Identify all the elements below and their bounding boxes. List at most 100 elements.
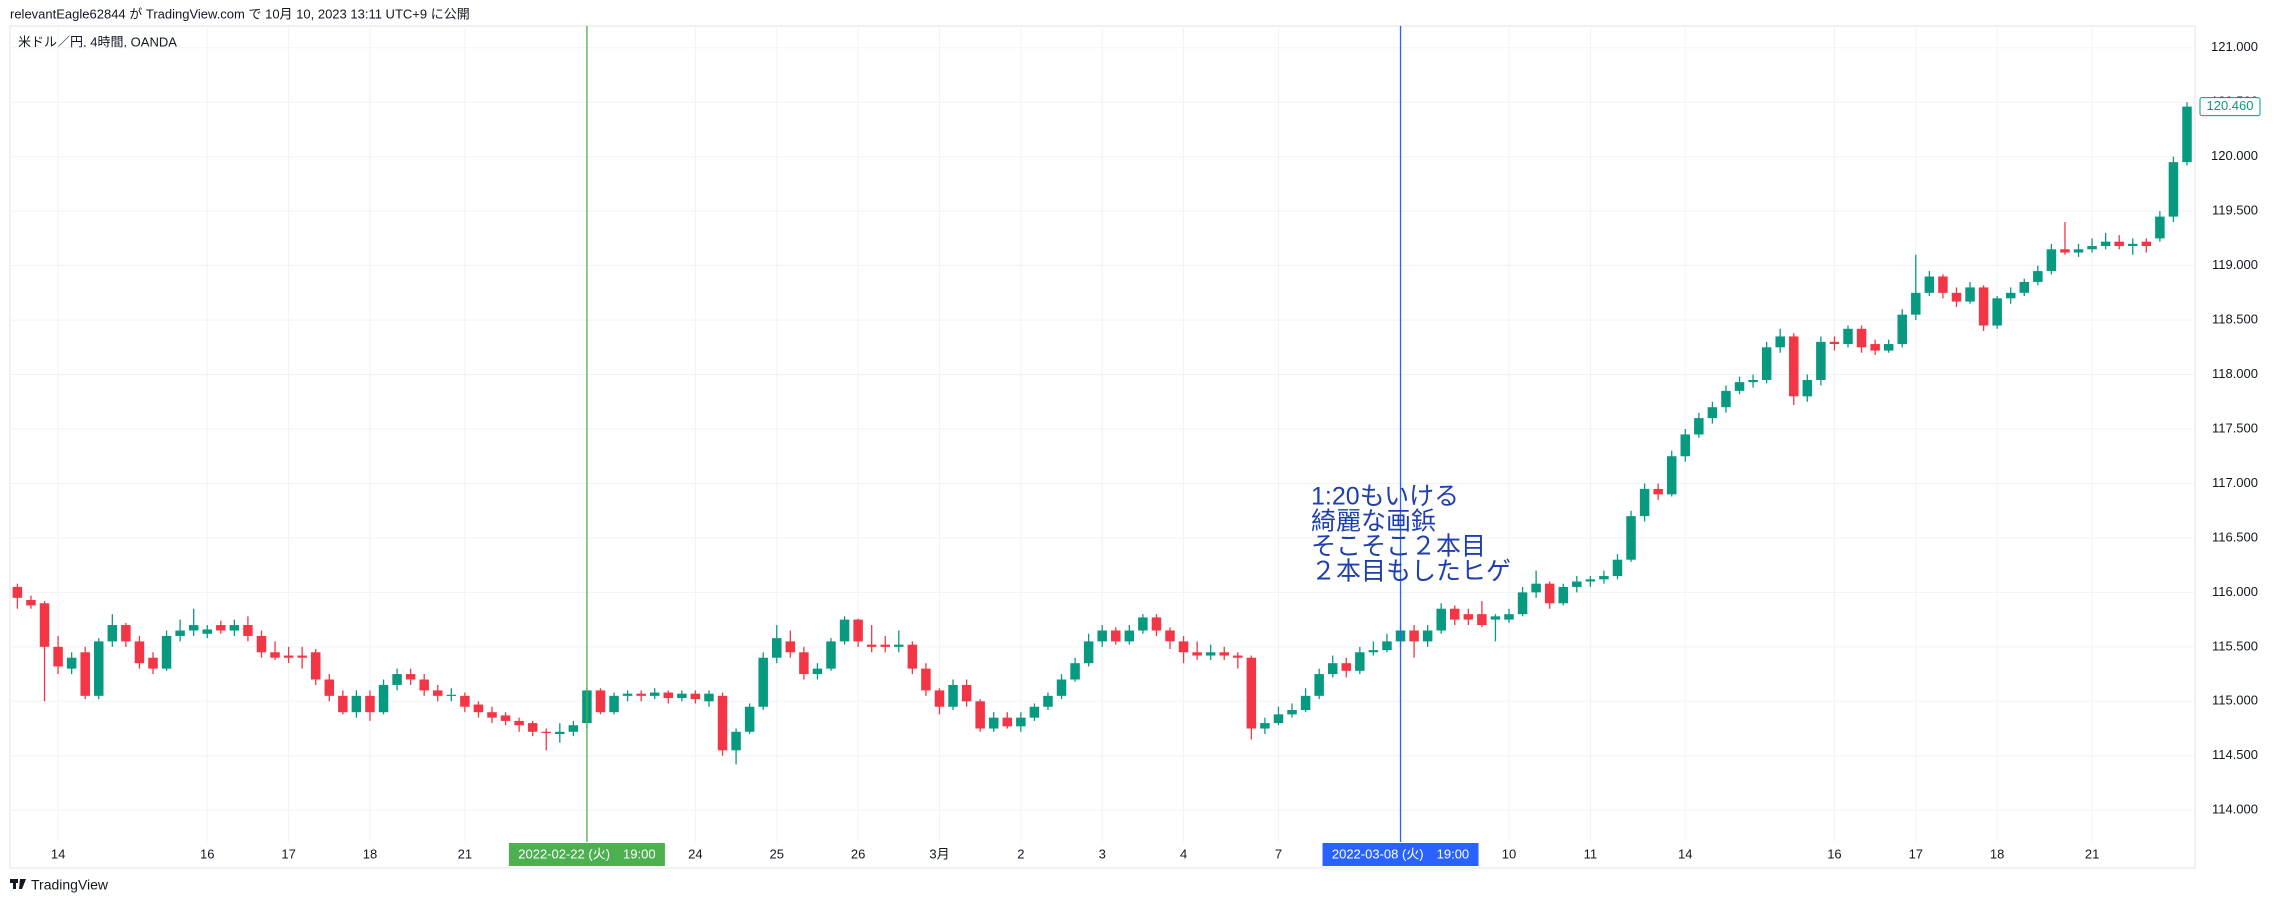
marker-label-bg	[1322, 843, 1479, 866]
candle-body	[365, 695, 375, 713]
candle-body	[297, 655, 307, 658]
candle-body	[1341, 663, 1352, 671]
logo: TradingView	[10, 877, 109, 893]
candle-body	[433, 690, 443, 696]
candle-body	[839, 619, 850, 642]
y-tick-label: 119.500	[2212, 203, 2258, 218]
candle-body	[202, 629, 212, 634]
candle-body	[1938, 276, 1948, 293]
candle-body	[1843, 328, 1853, 345]
candle-body	[1856, 328, 1867, 348]
candle-body	[1761, 347, 1772, 380]
candle-body	[1829, 341, 1840, 345]
candle-body	[744, 706, 755, 732]
candle-body	[80, 652, 90, 696]
candle-body	[229, 625, 240, 631]
candle-body	[1531, 583, 1541, 593]
candle-body	[1016, 717, 1026, 727]
y-tick-label: 120.000	[2211, 148, 2258, 163]
candle-body	[1219, 652, 1229, 656]
candle-body	[39, 603, 50, 647]
candle-body	[961, 684, 972, 702]
candle-body	[1355, 652, 1365, 671]
y-tick-label: 118.500	[2212, 312, 2258, 327]
candle-body	[731, 731, 741, 751]
candle-body	[53, 646, 63, 667]
y-tick-label: 119.000	[2212, 257, 2258, 272]
publish-info: relevantEagle62844 が TradingView.com で 1…	[10, 6, 470, 21]
marker-label: 2022-02-22 (火) 19:00	[518, 846, 655, 861]
y-tick-label: 118.000	[2212, 366, 2258, 381]
candle-body	[1260, 723, 1270, 729]
candle-body	[1626, 516, 1636, 560]
candle-body	[1043, 695, 1053, 707]
candle-body	[1287, 710, 1297, 715]
x-tick-label: 7	[1275, 846, 1282, 861]
candle-body	[1707, 407, 1718, 419]
candle-body	[1951, 292, 1962, 302]
candle-body	[1070, 663, 1080, 680]
candle-body	[378, 684, 389, 713]
candle-body	[2168, 162, 2179, 217]
candle-body	[758, 657, 768, 707]
candle-body	[514, 720, 524, 726]
y-tick-label: 116.500	[2212, 529, 2258, 544]
x-tick-label: 14	[51, 846, 65, 861]
candle-body	[405, 674, 416, 680]
candle-body	[1097, 630, 1107, 642]
candle-body	[772, 638, 782, 658]
candle-body	[1612, 559, 1623, 577]
candle-body	[704, 693, 714, 702]
x-tick-label: 16	[1827, 846, 1841, 861]
x-tick-label: 2	[1017, 846, 1024, 861]
candle-body	[66, 657, 77, 669]
candle-body	[270, 652, 280, 658]
candle-body	[1178, 641, 1189, 653]
candle-body	[1246, 657, 1257, 729]
annotation-text: そこそこ２本目	[1311, 533, 1486, 561]
candle-body	[2128, 243, 2138, 247]
candle-body	[324, 679, 335, 696]
candle-body	[1558, 586, 1568, 604]
candle-body	[948, 684, 958, 707]
candle-body	[473, 704, 484, 713]
candle-body	[1572, 581, 1582, 587]
candle-body	[1314, 674, 1324, 696]
candle-body	[1653, 488, 1663, 495]
candle-body	[663, 692, 674, 699]
candle-body	[1802, 379, 1813, 397]
y-tick-label: 114.000	[2212, 802, 2258, 817]
candle-body	[1111, 630, 1121, 642]
candle-body	[717, 695, 728, 751]
candle-body	[1151, 617, 1162, 631]
y-tick-label: 116.000	[2212, 584, 2258, 599]
candle-body	[1436, 608, 1446, 631]
candle-body	[310, 652, 321, 680]
candle-body	[1450, 608, 1460, 620]
candle-body	[555, 731, 565, 734]
candle-body	[1138, 617, 1148, 631]
candle-body	[1083, 641, 1094, 664]
marker-label: 2022-03-08 (火) 19:00	[1332, 846, 1469, 861]
x-tick-label: 21	[2085, 846, 2099, 861]
candle-body	[826, 641, 836, 669]
candle-body	[1192, 652, 1202, 656]
candle-body	[487, 712, 497, 718]
candle-body	[2019, 281, 2030, 293]
candle-body	[1544, 583, 1555, 604]
candle-body	[541, 731, 551, 733]
candle-body	[1599, 576, 1609, 580]
candle-body	[1816, 341, 1826, 380]
x-tick-label: 11	[1584, 846, 1598, 861]
candle-body	[2114, 241, 2124, 247]
candle-body	[161, 635, 172, 669]
candle-body	[2005, 292, 2016, 299]
candle-body	[649, 692, 660, 696]
y-tick-label: 117.000	[2212, 475, 2258, 490]
candle-body	[1056, 679, 1067, 696]
candle-body	[1666, 456, 1677, 495]
candle-body	[907, 644, 918, 669]
candle-body	[595, 690, 606, 713]
candle-body	[988, 717, 999, 729]
